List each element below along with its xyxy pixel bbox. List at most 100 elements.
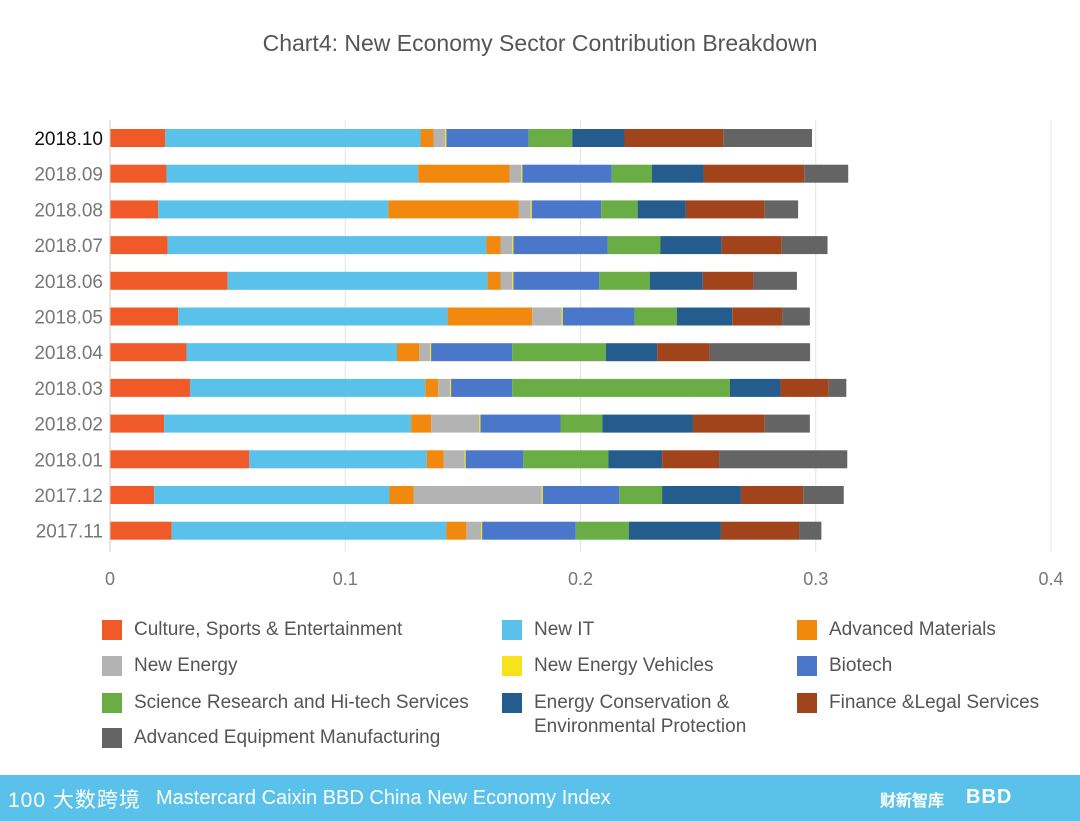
y-category-label: 2017.11 [36, 522, 103, 543]
legend-item: Finance &Legal Services [797, 685, 1039, 715]
bar-segment [486, 236, 501, 255]
bar-segment [764, 200, 799, 219]
bar-segment [601, 200, 638, 219]
bar-segment [662, 450, 720, 469]
bar-segment [500, 271, 513, 290]
bar-segment [619, 486, 663, 504]
bar-segment [703, 164, 805, 183]
bar-segment [431, 343, 513, 362]
y-category-label: 2018.09 [34, 165, 103, 186]
bar-segment [512, 271, 514, 290]
bar-segment [110, 450, 250, 469]
bar-segment [438, 378, 450, 397]
legend-label: Advanced Equipment Manufacturing [134, 727, 441, 748]
legend-label: New Energy [134, 655, 238, 676]
bar-segment [110, 200, 159, 219]
bar-segment [449, 378, 452, 397]
y-category-label: 2018.03 [34, 379, 103, 400]
bar-segment [685, 200, 765, 219]
footer-title: Mastercard Caixin BBD China New Economy … [156, 787, 611, 809]
legend-swatch [102, 656, 122, 676]
bar-segment [720, 521, 800, 540]
legend-item: Energy Conservation & Environmental Prot… [502, 685, 746, 739]
bar-segment [628, 521, 721, 540]
bar-segment [764, 414, 810, 433]
bar-segment [443, 450, 465, 469]
legend-swatch [502, 693, 522, 713]
bar-segment [388, 200, 519, 219]
bar-segment [753, 271, 797, 290]
y-category-label: 2018.08 [34, 200, 103, 221]
bar-segment [425, 378, 439, 397]
bar-segment [429, 343, 432, 362]
legend-item: Culture, Sports & Entertainment [102, 612, 402, 642]
bar-segment [480, 521, 483, 540]
bar-segment [803, 486, 844, 504]
bar-segment [165, 129, 421, 147]
bar-segment [110, 307, 179, 326]
bar-segment [605, 343, 658, 362]
bar-segment [110, 271, 228, 290]
legend-label: Energy Conservation & Environmental Prot… [534, 692, 747, 737]
bar-segment [513, 271, 600, 290]
bar-segment [660, 236, 722, 255]
bar-segment [780, 378, 829, 397]
bar-segment [110, 129, 166, 147]
bar-segment [560, 414, 603, 433]
bar-segment [804, 164, 849, 183]
bar-segment [634, 307, 677, 326]
bar-segment [445, 129, 447, 147]
bar-segment [482, 521, 576, 540]
bar-segment [466, 521, 481, 540]
bar-segment [426, 450, 444, 469]
bar-segment [607, 236, 661, 255]
footer-banner: 100 大数跨境 Mastercard Caixin BBD China New… [0, 775, 1080, 821]
bar-segment [662, 486, 741, 504]
bar-segment [487, 271, 501, 290]
bar-segment [611, 164, 652, 183]
bar-segment [249, 450, 427, 469]
bar-segment [451, 378, 513, 397]
legend-swatch [502, 656, 522, 676]
y-category-label: 2018.02 [34, 415, 103, 436]
bar-segment [702, 271, 754, 290]
bar-segment [541, 486, 543, 504]
bbd-logo: BBD [966, 786, 1013, 808]
stacked-bar-chart: 0 0.1 0.2 0.3 0.4 2018.10 2018.09 2018.08 2018.0… [34, 120, 1064, 589]
bar-segment [729, 378, 781, 397]
footer-logo: 100 大数跨境 [8, 789, 141, 812]
bar-segment [602, 414, 693, 433]
legend-swatch [797, 656, 817, 676]
bar-segment [676, 307, 733, 326]
bar-segment [637, 200, 686, 219]
bar-segment [446, 129, 529, 147]
bar-segment [799, 521, 822, 540]
bar-segment [431, 414, 480, 433]
bar-segment [464, 450, 466, 469]
legend-label: Biotech [829, 655, 893, 676]
bar-segment [542, 486, 620, 504]
bar-segment [530, 200, 532, 219]
legend-swatch [797, 620, 817, 640]
y-category-label: 2018.01 [34, 450, 103, 471]
bar-segment [740, 486, 804, 504]
legend-swatch [797, 693, 817, 713]
bar-segment [531, 200, 602, 219]
bar-segment [189, 378, 426, 397]
y-category-label: 2017.12 [34, 486, 103, 507]
legend-label: New Energy Vehicles [534, 655, 714, 676]
bar-segment [413, 486, 542, 504]
x-tick-label: 0.2 [568, 569, 593, 589]
bar-segment [433, 129, 446, 147]
x-tick-label: 0.1 [333, 569, 358, 589]
bar-segment [465, 450, 524, 469]
legend-swatch [102, 728, 122, 748]
bar-segment [512, 343, 606, 362]
bar-segment [418, 164, 510, 183]
bar-segment [110, 164, 167, 183]
bar-segment [167, 236, 487, 255]
bar-segment [521, 164, 523, 183]
legend-label: Finance &Legal Services [829, 692, 1040, 713]
legend-item: Advanced Materials [797, 612, 996, 642]
legend-label: Science Research and Hi-tech Services [134, 692, 469, 713]
